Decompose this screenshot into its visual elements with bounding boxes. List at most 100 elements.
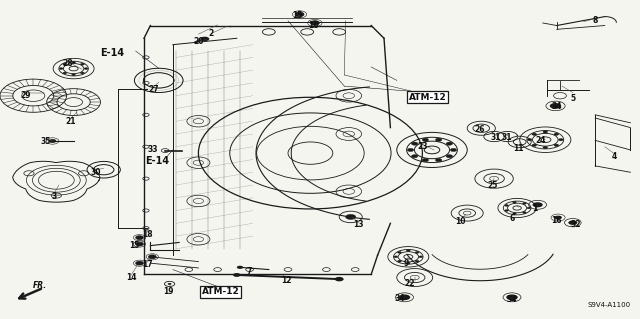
Text: 21: 21 (65, 117, 76, 126)
Circle shape (505, 210, 508, 211)
Circle shape (532, 202, 543, 207)
Text: S9V4-A1100: S9V4-A1100 (588, 302, 630, 308)
Circle shape (168, 283, 172, 285)
Circle shape (422, 138, 429, 141)
Circle shape (72, 62, 76, 63)
Text: 3: 3 (52, 192, 57, 201)
Text: 9: 9 (404, 259, 409, 268)
Text: 18: 18 (142, 230, 152, 239)
Circle shape (408, 148, 413, 152)
Circle shape (406, 262, 410, 264)
Circle shape (506, 294, 518, 300)
Circle shape (394, 256, 397, 258)
Circle shape (136, 236, 143, 240)
Circle shape (136, 261, 143, 265)
Text: 4: 4 (612, 152, 617, 161)
Text: 17: 17 (142, 260, 152, 269)
Circle shape (543, 131, 548, 133)
Circle shape (451, 148, 457, 152)
Text: E-14: E-14 (100, 48, 124, 58)
Text: 32: 32 (571, 220, 581, 229)
Text: 14: 14 (126, 273, 136, 282)
Circle shape (72, 74, 76, 76)
Text: 6: 6 (509, 214, 515, 223)
Text: 33: 33 (147, 145, 157, 154)
Circle shape (406, 250, 410, 251)
Circle shape (63, 63, 67, 65)
Text: ATM-12: ATM-12 (202, 287, 239, 296)
Circle shape (335, 277, 344, 281)
Text: 20: 20 (193, 37, 204, 46)
Text: 2: 2 (209, 29, 214, 38)
Text: 7: 7 (247, 267, 252, 276)
Text: 23: 23 (417, 142, 428, 151)
Text: 8: 8 (593, 16, 598, 25)
Circle shape (237, 266, 243, 269)
Text: 1: 1 (532, 204, 537, 213)
Circle shape (554, 216, 562, 219)
Circle shape (435, 159, 442, 162)
Text: 22: 22 (404, 279, 415, 288)
Circle shape (419, 256, 422, 258)
Circle shape (60, 68, 63, 70)
Text: 35: 35 (41, 137, 51, 146)
Text: 5: 5 (570, 94, 575, 103)
Circle shape (397, 260, 401, 262)
Circle shape (415, 251, 419, 253)
Circle shape (523, 203, 526, 204)
Text: 25: 25 (488, 181, 498, 189)
Circle shape (523, 212, 526, 213)
Circle shape (136, 242, 143, 246)
Text: E-14: E-14 (145, 156, 169, 166)
Circle shape (527, 207, 531, 209)
Circle shape (554, 144, 559, 146)
Text: 18: 18 (308, 21, 319, 30)
Circle shape (49, 139, 56, 143)
Text: 16: 16 (552, 216, 562, 225)
Text: 28: 28 (62, 59, 72, 68)
Circle shape (422, 159, 429, 162)
Circle shape (532, 144, 536, 146)
Circle shape (550, 103, 561, 109)
Circle shape (446, 142, 452, 145)
Circle shape (513, 201, 516, 203)
Text: 10: 10 (456, 217, 466, 226)
Circle shape (412, 142, 418, 145)
Text: 11: 11 (513, 144, 524, 153)
Circle shape (435, 138, 442, 141)
Circle shape (505, 204, 508, 206)
Circle shape (568, 220, 577, 225)
Text: 26: 26 (475, 125, 485, 134)
Circle shape (310, 21, 319, 25)
Circle shape (415, 260, 419, 262)
Circle shape (543, 146, 548, 149)
Text: 15: 15 (292, 11, 303, 20)
Circle shape (397, 251, 401, 253)
Text: FR.: FR. (33, 281, 47, 290)
Text: 31: 31 (502, 133, 512, 142)
Text: ATM-12: ATM-12 (409, 93, 446, 102)
Text: 27: 27 (148, 85, 159, 94)
Text: 31: 31 (491, 133, 501, 142)
Circle shape (399, 294, 410, 300)
Text: 34: 34 (552, 102, 562, 111)
Circle shape (527, 138, 532, 141)
Circle shape (148, 255, 156, 259)
Text: 19: 19 (163, 287, 173, 296)
Text: 15: 15 (129, 241, 140, 250)
Circle shape (295, 12, 304, 17)
Text: 24: 24 (536, 136, 546, 145)
Text: 13: 13 (353, 220, 364, 229)
Circle shape (559, 138, 563, 141)
Circle shape (200, 37, 209, 41)
Text: 29: 29 (20, 91, 31, 100)
Circle shape (233, 273, 241, 277)
Circle shape (532, 133, 536, 135)
Circle shape (513, 213, 516, 215)
Text: 12: 12 (282, 276, 292, 285)
Circle shape (346, 214, 356, 219)
Circle shape (446, 155, 452, 158)
Circle shape (81, 63, 84, 65)
Text: 34: 34 (395, 294, 405, 303)
Circle shape (81, 72, 84, 74)
